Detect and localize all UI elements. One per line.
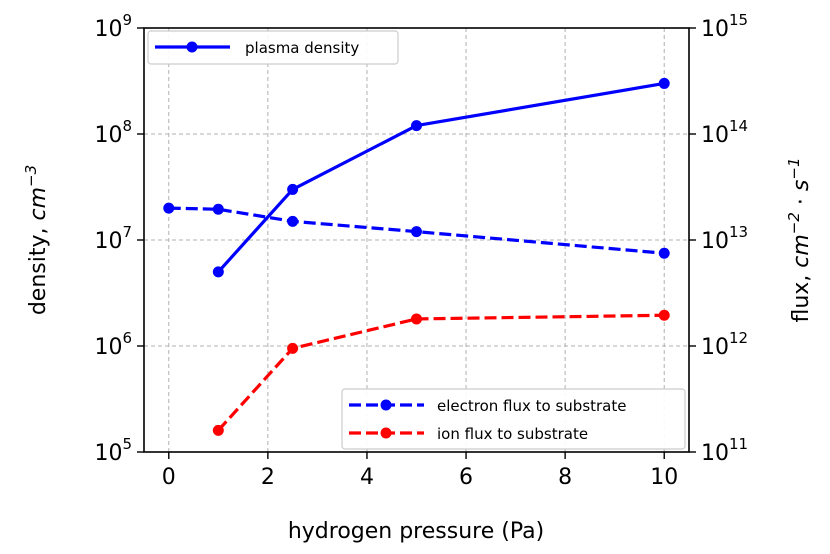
tick-exponent: 11 (729, 435, 748, 453)
legend-upper-left: plasma density (147, 30, 399, 65)
left-y-tick-label: 105 (94, 435, 132, 466)
tick-base: 10 (94, 123, 122, 148)
legend-ion-flux-marker (380, 427, 392, 439)
right-y-tick-label: 1015 (701, 11, 748, 42)
x-tick-label: 8 (558, 465, 572, 490)
left-axis-label-unit: cm (26, 187, 51, 221)
left-y-tick-label: 106 (94, 329, 132, 360)
right-y-tick-label: 1011 (701, 435, 748, 466)
data-point-electron-flux-to-substrate (411, 226, 422, 238)
right-axis-label-unit2: s (789, 180, 814, 191)
axes: 0 2 4 6 8 10105106107108109101110121013101410… (94, 11, 748, 490)
x-tick-label: 2 (261, 465, 275, 490)
tick-base: 10 (94, 17, 122, 42)
tick-base: 10 (701, 229, 729, 254)
left-y-tick-label: 107 (94, 223, 132, 254)
tick-base: 10 (701, 17, 729, 42)
tick-base: 10 (701, 123, 729, 148)
tick-base: 10 (701, 335, 729, 360)
data-point-plasma-density (287, 183, 299, 195)
left-axis-label-exp: −3 (22, 165, 40, 187)
right-y-tick-label: 1013 (701, 223, 748, 254)
tick-exponent: 9 (122, 11, 132, 29)
left-axis-label-prefix: density, (26, 221, 51, 316)
x-tick-label: 4 (360, 465, 374, 490)
data-point-ion-flux-to-substrate (658, 309, 670, 321)
data-point-plasma-density (212, 266, 224, 278)
right-axis-label-exp1: −2 (785, 212, 803, 234)
tick-exponent: 14 (729, 117, 748, 135)
right-y-tick-label: 1014 (701, 117, 748, 148)
data-point-ion-flux-to-substrate (411, 313, 422, 325)
legend-upper-left-box (147, 30, 399, 65)
series-line-plasma-density (217, 81, 665, 273)
tick-exponent: 15 (729, 11, 748, 29)
legend-lower-right: electron flux to substrate ion flux to s… (341, 388, 686, 450)
right-axis-label-unit1: cm (789, 234, 814, 268)
legend-plasma-density-marker (186, 41, 198, 53)
data-point-electron-flux-to-substrate (658, 247, 670, 259)
legend-lower-right-box (341, 388, 686, 450)
data-point-plasma-density (658, 77, 670, 89)
series-line-ion-flux-to-substrate (217, 313, 665, 432)
x-axis-label: hydrogen pressure (Pa) (288, 519, 544, 544)
tick-base: 10 (94, 441, 122, 466)
right-y-tick-label: 1012 (701, 329, 748, 360)
tick-exponent: 12 (729, 329, 748, 347)
x-tick-label: 6 (459, 465, 473, 490)
tick-exponent: 6 (122, 329, 132, 347)
left-y-tick-label: 109 (94, 11, 132, 42)
tick-base: 10 (94, 335, 122, 360)
grid (144, 27, 689, 453)
right-axis-label-dot: · (789, 191, 814, 212)
right-axis-label-prefix: flux, (789, 268, 814, 323)
x-tick-label: 10 (650, 465, 678, 490)
x-tick-label: 0 (162, 465, 176, 490)
data-point-ion-flux-to-substrate (212, 424, 224, 436)
tick-base: 10 (701, 441, 729, 466)
data-point-plasma-density (411, 120, 422, 132)
right-axis-label: flux, cm−2 · s−1 (785, 157, 814, 322)
tick-exponent: 5 (122, 435, 132, 453)
right-axis-label-exp2: −1 (785, 157, 803, 179)
tick-exponent: 13 (729, 223, 748, 241)
tick-exponent: 8 (122, 117, 132, 135)
data-point-electron-flux-to-substrate (287, 215, 299, 227)
tick-base: 10 (94, 229, 122, 254)
data-point-ion-flux-to-substrate (287, 342, 299, 354)
tick-exponent: 7 (122, 223, 132, 241)
data-point-electron-flux-to-substrate (163, 202, 175, 214)
left-y-tick-label: 108 (94, 117, 132, 148)
legend-electron-flux-label: electron flux to substrate (437, 397, 626, 415)
legend-plasma-density-label: plasma density (245, 39, 359, 57)
left-axis-label: density, cm−3 (22, 165, 51, 315)
series-layer (163, 77, 670, 436)
legend-ion-flux-label: ion flux to substrate (437, 425, 588, 443)
data-point-electron-flux-to-substrate (212, 203, 224, 215)
legend-electron-flux-marker (380, 399, 392, 411)
